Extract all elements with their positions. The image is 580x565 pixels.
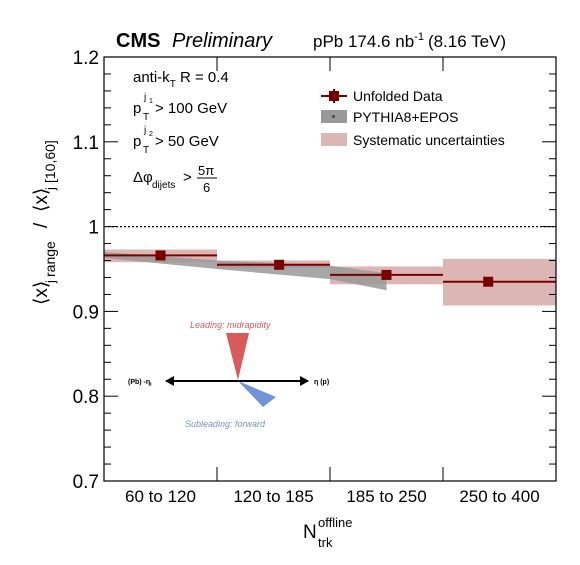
svg-text:j: j (143, 125, 146, 136)
svg-text:p: p (133, 133, 141, 150)
legend: Unfolded Data PYTHIA8+EPOS Systematic un… (321, 88, 505, 148)
left-arrow-label: (Pb) -ηl (128, 379, 152, 388)
x-axis-title-sub: trk (318, 535, 333, 550)
y-tick-label-0: 0.7 (73, 472, 99, 493)
svg-text:j: j (43, 280, 58, 284)
legend-entry-data: Unfolded Data (321, 88, 443, 104)
right-arrow-label: η (p) (314, 379, 329, 386)
svg-text:2: 2 (149, 131, 153, 138)
pythia-band (104, 252, 387, 291)
y-tick-label-3: 1 (88, 218, 99, 239)
svg-text:range: range (42, 241, 58, 277)
legend-entry-syst: Systematic uncertainties (321, 132, 505, 148)
x-tick-label-3: 250 to 400 (459, 487, 539, 506)
data-point-0 (155, 250, 166, 261)
svg-text:6: 6 (203, 180, 210, 195)
x-axis-title-sup: offline (318, 515, 352, 530)
svg-text:T: T (143, 145, 149, 156)
svg-text:/: / (31, 222, 52, 228)
svg-text:j: j (43, 187, 58, 191)
y-tick-label-5: 1.2 (73, 48, 99, 69)
y-tick-label-4: 1.1 (73, 133, 99, 154)
svg-text:p: p (133, 100, 141, 117)
svg-text:>: > (183, 169, 192, 186)
svg-text:⟨x⟩: ⟨x⟩ (31, 281, 52, 305)
data-point-1 (274, 259, 285, 270)
dphi-cut: Δφ dijets > 5π 6 (133, 163, 217, 195)
dataset-exponent: -1 (414, 31, 424, 43)
leading-jet-cone (226, 333, 249, 380)
y-axis-title: ⟨x⟩ j range / ⟨x⟩ j [10,60] (31, 140, 58, 305)
leading-annotation: Leading: midrapidity (190, 320, 271, 330)
subleading-pt-cut: p j 2 T > 50 GeV (133, 125, 219, 156)
x-tick-label-0: 60 to 120 (125, 487, 196, 506)
svg-text:> 100 GeV: > 100 GeV (155, 100, 227, 117)
legend-label-syst: Systematic uncertainties (353, 132, 505, 148)
leading-pt-cut: p j 1 T > 100 GeV (133, 92, 227, 123)
plot-area: 0.7 0.8 0.9 1 1.1 1.2 60 to 120 120 to 185 185 t… (73, 48, 557, 506)
kinematics-diagram: Leading: midrapidity (Pb) -ηl η (p) Subl… (128, 320, 329, 429)
svg-text:> 50 GeV: > 50 GeV (155, 133, 219, 150)
svg-text:1: 1 (149, 98, 153, 105)
y-tick-label-1: 0.8 (73, 387, 99, 408)
svg-text:[10,60]: [10,60] (42, 140, 58, 183)
jet-algorithm-label: anti-kT R = 0.4 (133, 69, 229, 90)
x-tick-label-1: 120 to 185 (233, 487, 313, 506)
svg-text:dijets: dijets (152, 180, 175, 191)
y-tick-label-2: 0.9 (73, 302, 99, 323)
dataset-label: pPb 174.6 nb-1 (8.16 TeV) (313, 31, 506, 51)
svg-text:Δφ: Δφ (133, 169, 153, 186)
subleading-jet-cone (238, 381, 276, 407)
x-tick-label-2: 185 to 250 (346, 487, 426, 506)
subleading-annotation: Subleading: forward (185, 419, 266, 429)
data-point-3 (483, 276, 494, 287)
legend-label-pythia: PYTHIA8+EPOS (353, 109, 458, 125)
svg-text:T: T (143, 112, 149, 123)
status-label: Preliminary (172, 30, 273, 52)
experiment-label: CMS (116, 30, 160, 52)
svg-text:⟨x⟩: ⟨x⟩ (31, 188, 52, 212)
data-point-2 (381, 269, 392, 280)
x-axis-title: N (303, 522, 317, 543)
legend-label-data: Unfolded Data (353, 88, 443, 104)
svg-text:j: j (143, 92, 146, 103)
svg-text:5π: 5π (198, 163, 214, 178)
legend-entry-pythia: PYTHIA8+EPOS (321, 109, 458, 125)
